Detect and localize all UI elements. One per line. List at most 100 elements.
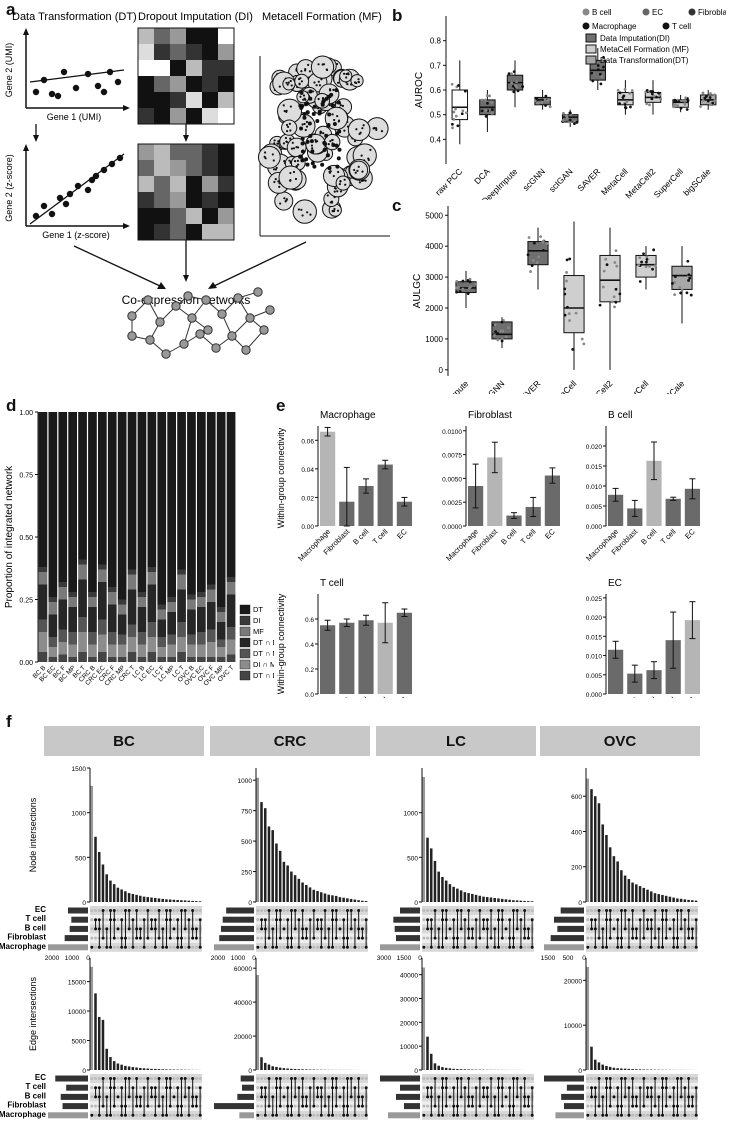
intersection-bar bbox=[124, 891, 127, 902]
matrix-dot bbox=[338, 936, 342, 940]
y-tick-label: 0.0075 bbox=[442, 453, 462, 460]
matrix-dot bbox=[433, 1113, 437, 1117]
intersection-bar bbox=[161, 898, 164, 902]
matrix-dot bbox=[187, 1113, 191, 1117]
heat-cell bbox=[202, 144, 218, 160]
set-size-bar bbox=[380, 1075, 420, 1082]
box-metacell bbox=[616, 80, 634, 115]
set-size-bar bbox=[48, 944, 88, 951]
y-tick-label: 0.02 bbox=[301, 495, 314, 502]
edge-upset-crc: 020000400006000060000300000 bbox=[214, 958, 368, 1120]
matrix-dot bbox=[308, 1077, 312, 1080]
di-title: Dropout Imputation (DI) bbox=[138, 11, 253, 23]
heat-cell bbox=[170, 108, 186, 124]
matrix-dot bbox=[646, 909, 650, 912]
stacked-bar bbox=[167, 412, 176, 662]
intersection-bar bbox=[426, 837, 429, 902]
matrix-dot bbox=[646, 945, 650, 949]
matrix-dot bbox=[597, 945, 601, 949]
intersection-bar bbox=[441, 876, 444, 902]
matrix-dot bbox=[586, 909, 590, 912]
matrix-dot bbox=[168, 1113, 172, 1117]
matrix-dot bbox=[97, 1113, 101, 1117]
matrix-dot bbox=[112, 945, 116, 949]
matrix-dot bbox=[256, 918, 260, 922]
matrix-dot bbox=[679, 927, 683, 931]
bar bbox=[684, 488, 700, 526]
matrix-dot bbox=[297, 1113, 301, 1117]
matrix-dot bbox=[459, 1104, 463, 1108]
matrix-dot bbox=[482, 927, 486, 931]
matrix-dot bbox=[120, 909, 124, 912]
cell-dot bbox=[315, 119, 320, 124]
matrix-dot bbox=[653, 945, 657, 949]
heat-cell bbox=[154, 208, 170, 224]
cell-dot bbox=[299, 126, 304, 131]
heat-cell bbox=[138, 176, 154, 192]
matrix-dot bbox=[623, 1095, 627, 1099]
y-tick-label: 500 bbox=[407, 855, 418, 862]
heat-cell bbox=[218, 44, 234, 60]
matrix-dot bbox=[105, 1077, 109, 1080]
intersection-bar bbox=[109, 1057, 112, 1070]
intersection-bar bbox=[353, 899, 357, 902]
matrix-dot bbox=[672, 1113, 676, 1117]
dt-title: Data Transformation (DT) bbox=[12, 11, 137, 23]
matrix-dot bbox=[138, 945, 142, 949]
set-label: Fibroblast bbox=[7, 1101, 46, 1110]
matrix-dot bbox=[593, 909, 597, 912]
y-tick-label: 20000 bbox=[234, 1034, 252, 1041]
matrix-dot bbox=[463, 1113, 467, 1117]
intersection-bar bbox=[195, 901, 198, 902]
matrix-dot bbox=[664, 945, 668, 949]
matrix-dot bbox=[116, 1077, 120, 1080]
matrix-dot bbox=[426, 1104, 430, 1108]
y-tick-label: 0.020 bbox=[586, 444, 603, 451]
matrix-dot bbox=[437, 1086, 441, 1090]
y-tick-label: 1000 bbox=[72, 811, 87, 818]
intersection-bar bbox=[150, 897, 153, 902]
legend-swatch bbox=[585, 44, 597, 54]
heat-cell bbox=[170, 28, 186, 44]
network-node bbox=[265, 305, 275, 315]
intersection-bar bbox=[638, 886, 642, 902]
intersection-bar bbox=[157, 1069, 161, 1070]
matrix-band bbox=[586, 933, 698, 943]
matrix-band bbox=[586, 906, 698, 915]
cell-dot bbox=[337, 129, 342, 134]
matrix-dot bbox=[278, 1113, 282, 1117]
heat-cell bbox=[202, 76, 218, 92]
intersection-bar bbox=[157, 898, 161, 902]
heat-cell bbox=[138, 28, 154, 44]
legend-method: Data Transformation(DT) bbox=[600, 56, 689, 65]
set-size-bar bbox=[226, 907, 254, 914]
matrix-dot bbox=[297, 909, 301, 912]
matrix-dot bbox=[634, 1086, 638, 1090]
y-tick-label: 20000 bbox=[400, 1020, 418, 1027]
cell-dot bbox=[327, 166, 332, 171]
matrix-dot bbox=[627, 909, 631, 912]
matrix-dot bbox=[448, 1077, 452, 1080]
matrix-dot bbox=[94, 927, 98, 931]
matrix-dot bbox=[474, 909, 478, 912]
set-size-bar bbox=[400, 907, 420, 914]
matrix-dot bbox=[482, 909, 486, 912]
matrix-dot bbox=[116, 1113, 120, 1117]
intersection-bar bbox=[661, 894, 664, 902]
matrix-dot bbox=[493, 1086, 497, 1090]
bar bbox=[608, 494, 624, 526]
matrix-dot bbox=[183, 1104, 187, 1108]
y-axis-label-top: Within-group connectivity bbox=[276, 427, 286, 528]
matrix-dot bbox=[467, 1113, 471, 1117]
edge-upset-ovc: 0100002000030000150000 bbox=[544, 958, 698, 1120]
box-bigscale bbox=[670, 246, 693, 324]
box-metacell bbox=[563, 221, 586, 370]
cell-dot bbox=[308, 134, 313, 139]
y-tick-label: 0.4 bbox=[430, 135, 442, 144]
matrix-dot bbox=[634, 1113, 638, 1117]
matrix-dot bbox=[493, 918, 497, 922]
network-node bbox=[227, 331, 237, 341]
matrix-dot bbox=[459, 927, 463, 931]
y-tick-label: 0.005 bbox=[586, 673, 603, 680]
matrix-band bbox=[586, 1092, 698, 1102]
